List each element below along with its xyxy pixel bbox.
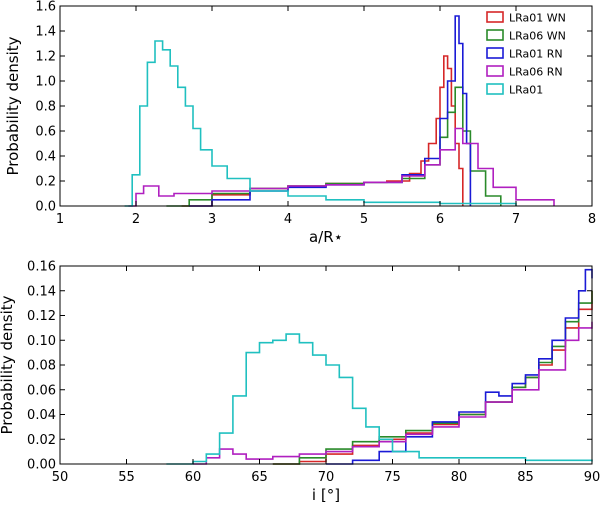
y-tick-label: 1.2 [35, 50, 56, 65]
x-tick-label: 4 [284, 212, 292, 227]
y-tick-label: 0.06 [27, 383, 56, 398]
y-tick-label: 0.2 [35, 175, 56, 190]
series-line-lra01-wn [181, 55, 464, 207]
y-tick-label: 0.14 [27, 284, 56, 299]
series-line-lra06-rn [193, 321, 593, 465]
legend-swatch [486, 47, 504, 59]
x-tick-label: 50 [52, 470, 69, 485]
legend-label: LRa01 [509, 84, 543, 97]
y-axis-label: Probability density [4, 36, 22, 175]
y-tick-label: 0.0 [35, 200, 56, 215]
x-tick-label: 80 [451, 470, 468, 485]
x-tick-label: 2 [132, 212, 140, 227]
top-panel: 1 2 3 4 5 6 7 8 0.0 0.2 0.4 0.6 0.8 1.0 1.2 1.4 1.6 a/R⋆ P… [4, 0, 596, 246]
x-tick-label: 75 [384, 470, 401, 485]
x-tick-label: 60 [185, 470, 202, 485]
y-tick-label: 0.4 [35, 150, 56, 165]
series-line-lra01-rn [326, 268, 593, 465]
y-tick-label: 0.8 [35, 100, 56, 115]
x-tick-label: 90 [584, 470, 600, 485]
x-tick-label: 5 [360, 212, 368, 227]
y-tick-label: 0.00 [27, 458, 56, 473]
legend-label: LRa06 WN [509, 30, 566, 43]
x-tick-label: 1 [56, 212, 64, 227]
series-line-lra06-rn [128, 127, 555, 207]
y-tick-label: 0.12 [27, 309, 56, 324]
x-tick-label: 6 [436, 212, 444, 227]
y-axis-label: Probability density [0, 295, 16, 434]
bottom-panel: 50 55 60 65 70 75 80 85 90 0.00 0.02 0.04 0.06 0.08 0.… [0, 260, 600, 505]
legend-swatch [486, 65, 504, 77]
y-tick-label: 0.10 [27, 334, 56, 349]
series-line-lra06-wn [272, 290, 593, 465]
y-tick-label: 0.08 [27, 359, 56, 374]
x-tick-label: 7 [512, 212, 520, 227]
series-line-lra01-wn [272, 290, 593, 465]
x-tick-label: 55 [118, 470, 135, 485]
x-tick-label: 3 [208, 212, 216, 227]
y-tick-label: 0.6 [35, 125, 56, 140]
series-line-lra01 [166, 333, 593, 465]
y-tick-label: 1.4 [35, 25, 56, 40]
legend-label: LRa06 RN [509, 66, 563, 79]
x-axis-label: i [°] [312, 486, 340, 504]
series-line-lra01 [124, 40, 517, 207]
series-line-lra01-rn [189, 15, 472, 207]
legend-swatch [486, 11, 504, 23]
x-tick-label: 70 [318, 470, 335, 485]
x-axis-label: a/R⋆ [309, 228, 343, 246]
y-tick-label: 1.6 [35, 0, 56, 15]
y-tick-label: 1.0 [35, 75, 56, 90]
legend-swatch [486, 83, 504, 95]
x-tick-label: 8 [588, 212, 596, 227]
legend-label: LRa01 WN [509, 12, 566, 25]
y-tick-label: 0.04 [27, 408, 56, 423]
x-tick-label: 85 [517, 470, 534, 485]
y-tick-label: 0.02 [27, 433, 56, 448]
legend-swatch [486, 29, 504, 41]
y-tick-label: 0.16 [27, 260, 56, 275]
legend-label: LRa01 RN [509, 48, 563, 61]
x-tick-label: 65 [251, 470, 268, 485]
